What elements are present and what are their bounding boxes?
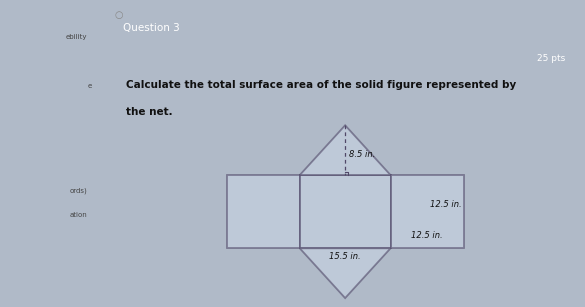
Text: 25 pts: 25 pts	[537, 54, 565, 63]
Text: Question 3: Question 3	[123, 23, 180, 33]
Text: e: e	[88, 83, 92, 89]
Bar	[300, 175, 391, 248]
Text: 8.5 in.: 8.5 in.	[349, 150, 376, 159]
Text: ation: ation	[69, 212, 87, 218]
Text: ebility: ebility	[66, 34, 87, 40]
Text: 12.5 in.: 12.5 in.	[411, 231, 443, 239]
Text: the net.: the net.	[126, 107, 173, 118]
Bar	[226, 175, 300, 248]
Text: ○: ○	[114, 10, 123, 20]
Polygon shape	[300, 125, 391, 175]
Bar	[391, 175, 464, 248]
Text: Calculate the total surface area of the solid figure represented by: Calculate the total surface area of the …	[126, 80, 516, 90]
Polygon shape	[300, 248, 391, 298]
Text: 12.5 in.: 12.5 in.	[431, 200, 462, 209]
Text: ords): ords)	[69, 187, 87, 194]
Text: 15.5 in.: 15.5 in.	[329, 252, 361, 261]
